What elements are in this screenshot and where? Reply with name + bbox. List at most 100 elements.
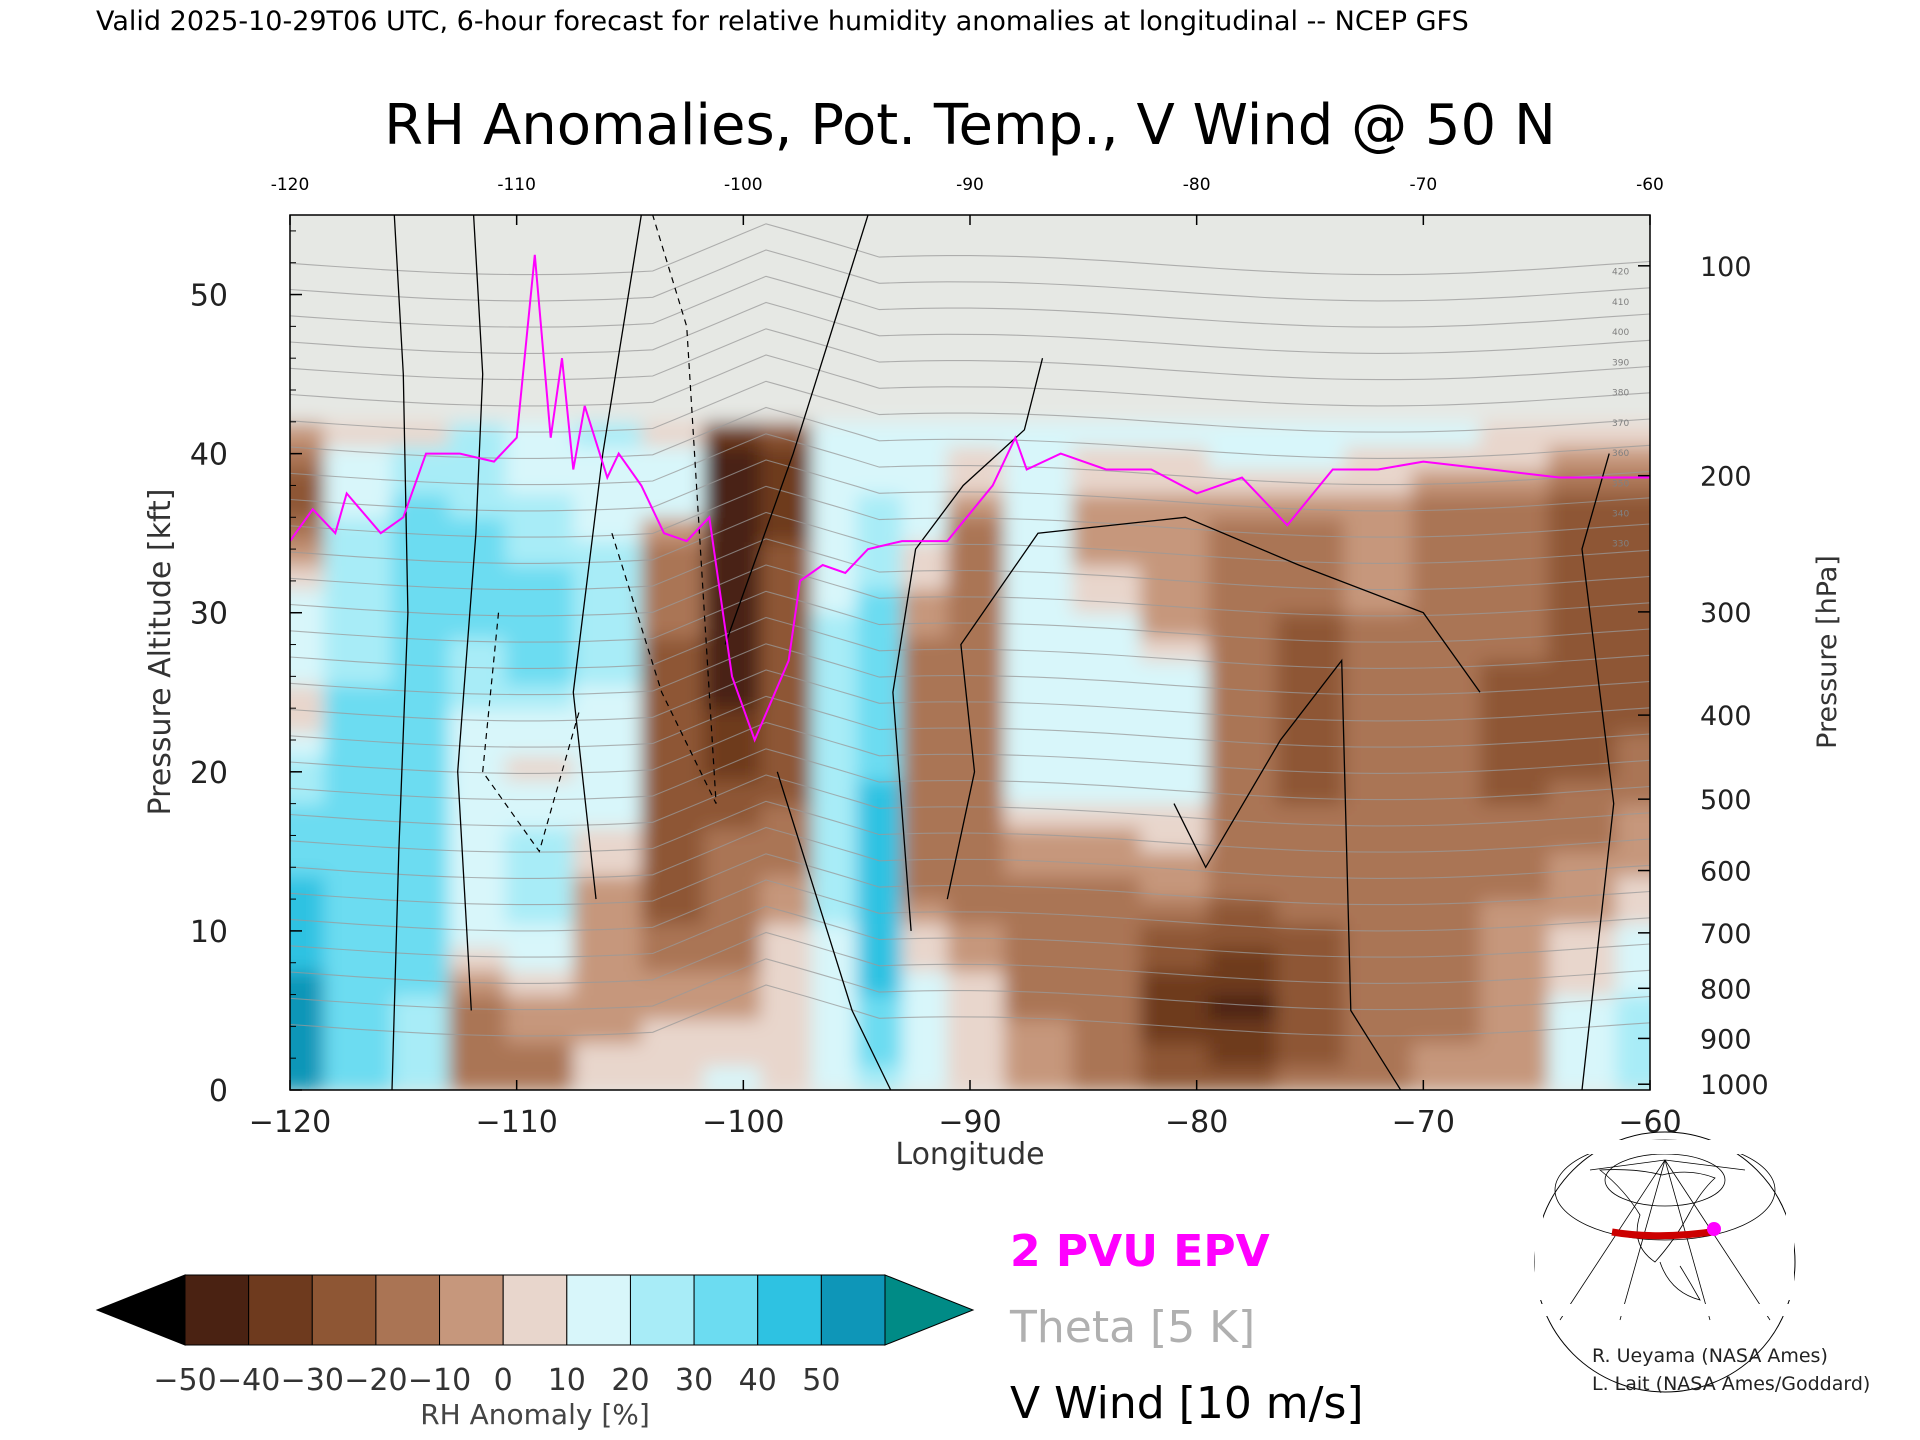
- rh-cell: [324, 732, 393, 757]
- rh-cell: [856, 350, 903, 376]
- rh-cell: [760, 612, 813, 638]
- rh-cell: [1344, 827, 1413, 853]
- rh-cell: [641, 183, 704, 208]
- rh-cell: [505, 541, 575, 566]
- y-axis-label-right: Pressure [hPa]: [1812, 555, 1843, 749]
- rh-cell: [947, 421, 1005, 447]
- rh-cell: [1072, 1066, 1141, 1090]
- rh-cell: [641, 215, 705, 232]
- rh-cell: [703, 445, 762, 471]
- colorbar-swatch: [311, 1274, 377, 1346]
- rh-cell: [902, 183, 948, 208]
- rh-cell: [324, 541, 393, 566]
- rh-cell: [1140, 970, 1209, 996]
- rh-cell: [703, 755, 762, 781]
- rh-cell: [573, 183, 642, 208]
- rh-cell: [290, 851, 325, 877]
- rh-cell: [1208, 254, 1277, 280]
- rh-cell: [1412, 779, 1481, 805]
- rh-cell: [856, 1018, 903, 1044]
- pressure-tick-label: 200: [1700, 462, 1752, 493]
- rh-cell: [760, 1066, 813, 1090]
- rh-cell: [1140, 350, 1209, 376]
- rh-cell: [448, 994, 507, 1020]
- rh-cell: [392, 612, 450, 638]
- rh-cell: [324, 708, 393, 734]
- rh-cell: [392, 278, 450, 304]
- rh-cell: [1208, 445, 1277, 471]
- rh-cell: [505, 827, 575, 853]
- y-tick-label: 30: [190, 597, 228, 632]
- rh-cell: [290, 755, 325, 781]
- v-wind-contour-negative: [611, 215, 717, 804]
- rh-cell: [1208, 875, 1277, 901]
- rh-cell: [641, 541, 705, 566]
- rh-cell: [1072, 899, 1141, 924]
- pressure-tick-label: 100: [1700, 252, 1752, 283]
- rh-cell: [856, 779, 903, 805]
- rh-cell: [1004, 215, 1073, 232]
- rh-cell: [448, 732, 507, 757]
- rh-cell: [760, 541, 813, 566]
- rh-cell: [1072, 445, 1141, 471]
- v-wind-contour: [391, 215, 409, 1090]
- rh-cell: [324, 612, 393, 638]
- rh-cell: [573, 851, 643, 877]
- pressure-tick-label: 900: [1700, 1024, 1752, 1055]
- rh-cell: [1548, 660, 1617, 686]
- rh-cell: [1344, 517, 1413, 543]
- rh-cell: [1208, 732, 1277, 757]
- rh-cell: [1412, 302, 1481, 328]
- rh-cell: [505, 278, 575, 304]
- rh-cell: [1072, 541, 1141, 566]
- rh-cell: [290, 445, 325, 471]
- rh-cell: [902, 493, 949, 519]
- rh-cell: [1412, 875, 1481, 901]
- rh-cell: [856, 755, 903, 781]
- rh-cell: [902, 1018, 949, 1044]
- rh-cell: [703, 851, 762, 877]
- colorbar-under-arrow: [95, 1274, 186, 1346]
- rh-cell: [703, 1066, 762, 1090]
- theta-contour: [290, 433, 1650, 486]
- rh-cell: [1276, 875, 1345, 901]
- rh-cell: [856, 684, 903, 710]
- rh-cell: [573, 660, 643, 686]
- rh-cell: [902, 612, 949, 638]
- rh-cell: [1276, 230, 1345, 256]
- rh-cell: [1208, 779, 1277, 805]
- rh-cell: [392, 851, 450, 877]
- rh-cell: [760, 183, 812, 208]
- rh-cell: [392, 517, 450, 543]
- rh-cell: [1004, 994, 1073, 1020]
- rh-cell: [324, 851, 393, 877]
- rh-cell: [1004, 899, 1073, 924]
- rh-cell: [947, 803, 1005, 829]
- rh-cell: [448, 1042, 507, 1068]
- rh-cell: [392, 899, 450, 924]
- rh-cell: [856, 875, 903, 901]
- rh-cell: [1072, 326, 1141, 352]
- v-wind-contour: [724, 215, 869, 645]
- rh-cell: [760, 215, 813, 232]
- theta-label: 390: [1612, 358, 1629, 368]
- colorbar-tick-label: −20: [344, 1363, 407, 1398]
- rh-cell: [324, 302, 393, 328]
- rh-cell: [1548, 1042, 1617, 1068]
- rh-cell: [290, 684, 325, 710]
- axes: −120 -120 −110 -110 −100 -100 −90 -90 −80 -80 −70 -…: [190, 175, 1769, 1140]
- rh-cell: [1072, 215, 1141, 232]
- rh-cell: [290, 350, 325, 376]
- theta-contour: [290, 249, 1650, 302]
- rh-cell: [1072, 254, 1141, 280]
- rh-cell: [1412, 230, 1481, 256]
- rh-cell: [1412, 755, 1481, 781]
- colorbar-tick-label: 30: [675, 1363, 713, 1398]
- rh-cell: [902, 708, 949, 734]
- x-axis-label: Longitude: [895, 1137, 1044, 1172]
- y-tick-label: 40: [190, 438, 228, 473]
- rh-cell: [1004, 946, 1073, 972]
- rh-cell: [760, 922, 813, 948]
- rh-cell: [290, 588, 325, 614]
- rh-cell: [641, 254, 705, 280]
